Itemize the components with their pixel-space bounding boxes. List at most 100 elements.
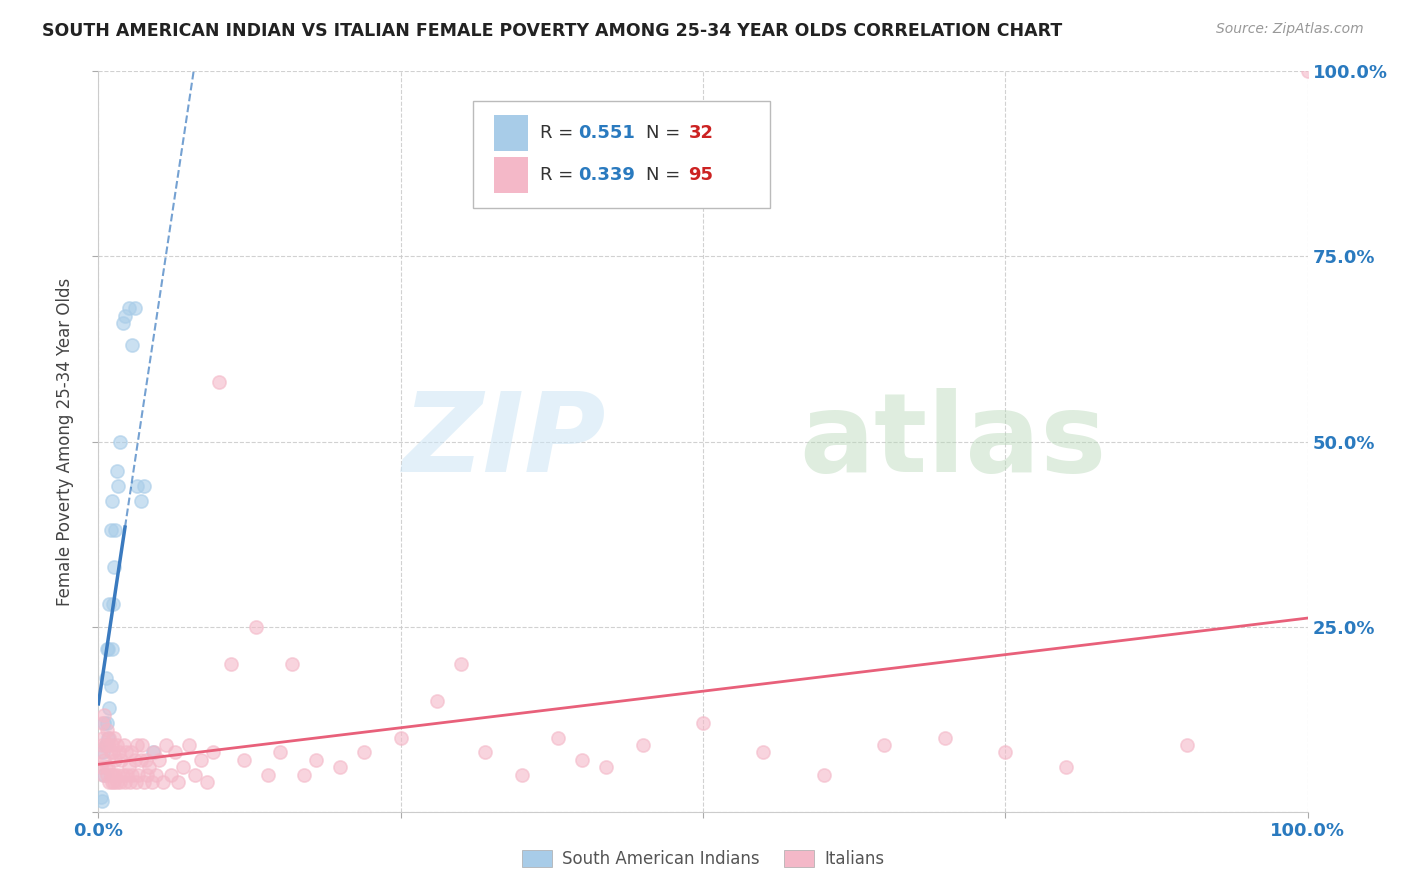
- Point: [115, 746, 138, 760]
- Point: [1296, 64, 1319, 78]
- Point: [96, 715, 118, 730]
- Point: [108, 746, 131, 760]
- Point: [124, 753, 146, 767]
- Point: [127, 479, 149, 493]
- Point: [90, 789, 112, 804]
- Point: [91, 731, 114, 745]
- Point: [98, 731, 121, 745]
- Point: [202, 746, 225, 760]
- Point: [142, 746, 165, 760]
- Text: N =: N =: [647, 166, 686, 184]
- Text: SOUTH AMERICAN INDIAN VS ITALIAN FEMALE POVERTY AMONG 25-34 YEAR OLDS CORRELATIO: SOUTH AMERICAN INDIAN VS ITALIAN FEMALE …: [42, 22, 1063, 40]
- Point: [94, 760, 117, 774]
- Point: [179, 738, 201, 752]
- Text: 32: 32: [689, 124, 713, 142]
- Point: [1054, 760, 1077, 774]
- Point: [134, 775, 156, 789]
- Point: [269, 746, 291, 760]
- Point: [184, 767, 207, 781]
- Point: [245, 619, 267, 633]
- Point: [97, 641, 120, 656]
- Text: 0.339: 0.339: [578, 166, 636, 184]
- Point: [117, 767, 139, 781]
- Point: [101, 598, 124, 612]
- Point: [195, 775, 218, 789]
- FancyBboxPatch shape: [494, 157, 527, 193]
- Point: [100, 746, 122, 760]
- Point: [91, 746, 114, 760]
- Point: [100, 738, 122, 752]
- Point: [100, 493, 122, 508]
- Point: [101, 746, 124, 760]
- Point: [118, 760, 141, 774]
- Point: [994, 746, 1017, 760]
- Point: [571, 753, 593, 767]
- Point: [103, 560, 125, 574]
- Point: [127, 767, 149, 781]
- Point: [100, 767, 122, 781]
- Point: [91, 715, 114, 730]
- FancyBboxPatch shape: [494, 115, 527, 151]
- FancyBboxPatch shape: [474, 101, 769, 209]
- Text: ZIP: ZIP: [402, 388, 606, 495]
- Point: [107, 479, 129, 493]
- Point: [105, 738, 128, 752]
- Point: [692, 715, 714, 730]
- Point: [97, 738, 120, 752]
- Point: [110, 753, 132, 767]
- Point: [752, 746, 775, 760]
- Point: [129, 753, 152, 767]
- Point: [353, 746, 375, 760]
- Y-axis label: Female Poverty Among 25-34 Year Olds: Female Poverty Among 25-34 Year Olds: [56, 277, 75, 606]
- Point: [121, 767, 143, 781]
- Point: [108, 775, 131, 789]
- Point: [112, 738, 135, 752]
- Point: [167, 775, 190, 789]
- Point: [129, 493, 152, 508]
- Text: 95: 95: [689, 166, 713, 184]
- Point: [292, 767, 315, 781]
- Point: [595, 760, 617, 774]
- Point: [474, 746, 496, 760]
- Point: [138, 760, 160, 774]
- Point: [104, 753, 127, 767]
- Point: [118, 775, 141, 789]
- Point: [98, 598, 121, 612]
- Point: [118, 301, 141, 316]
- Point: [90, 760, 112, 774]
- Point: [221, 657, 243, 671]
- Point: [97, 760, 120, 774]
- Point: [143, 746, 166, 760]
- Point: [103, 775, 125, 789]
- Point: [111, 316, 134, 330]
- Point: [93, 767, 115, 781]
- Point: [163, 746, 186, 760]
- Point: [208, 376, 231, 390]
- Point: [104, 524, 127, 538]
- Point: [232, 753, 254, 767]
- Point: [114, 309, 136, 323]
- Point: [114, 775, 136, 789]
- Point: [172, 760, 194, 774]
- Point: [105, 775, 128, 789]
- Point: [127, 738, 149, 752]
- Point: [91, 767, 114, 781]
- Point: [510, 767, 533, 781]
- Point: [547, 731, 569, 745]
- Point: [100, 679, 122, 693]
- Legend: South American Indians, Italians: South American Indians, Italians: [515, 843, 891, 875]
- Point: [100, 775, 122, 789]
- Point: [152, 775, 174, 789]
- Point: [134, 479, 156, 493]
- Point: [256, 767, 278, 781]
- Point: [111, 767, 134, 781]
- Point: [813, 767, 835, 781]
- Point: [93, 715, 115, 730]
- Point: [98, 701, 121, 715]
- Point: [190, 753, 212, 767]
- Point: [105, 464, 128, 478]
- Point: [135, 753, 157, 767]
- Point: [108, 434, 131, 449]
- Point: [141, 775, 163, 789]
- Point: [94, 738, 117, 752]
